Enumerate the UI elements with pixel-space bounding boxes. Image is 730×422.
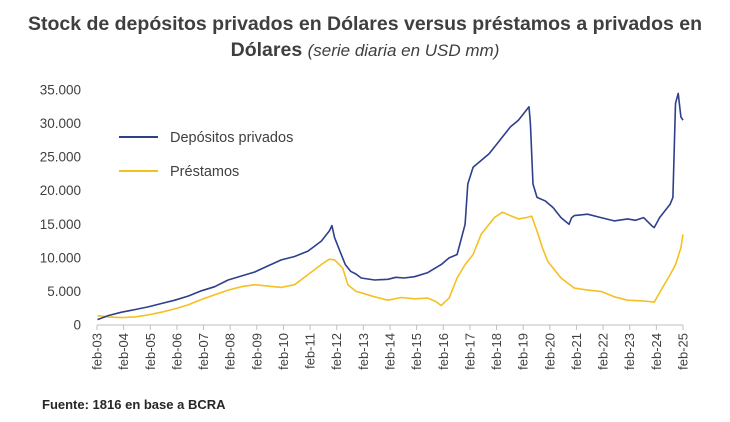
chart-title: Stock de depósitos privados en Dólares v… bbox=[0, 11, 730, 64]
x-tick-label: feb-21 bbox=[569, 333, 584, 370]
y-tick-label: 25.000 bbox=[40, 150, 81, 165]
y-tick-label: 15.000 bbox=[40, 217, 81, 232]
legend: Depósitos privados Préstamos bbox=[119, 130, 293, 180]
legend-label-prestamos: Préstamos bbox=[170, 164, 239, 180]
x-tick-label: feb-13 bbox=[356, 333, 371, 370]
x-tick-label: feb-10 bbox=[276, 333, 291, 370]
x-tick-label: feb-23 bbox=[622, 333, 637, 370]
x-tick-label: feb-11 bbox=[303, 333, 318, 369]
series-layer bbox=[97, 92, 684, 321]
x-tick-label: feb-04 bbox=[116, 333, 131, 370]
y-axis: 0 5.000 10.000 15.000 20.000 25.000 30.000 35.0… bbox=[40, 83, 81, 333]
x-tick-label: feb-08 bbox=[223, 333, 238, 370]
x-tick-label: feb-15 bbox=[409, 333, 424, 370]
chart-title-subtitle: (serie diaria en USD mm) bbox=[307, 41, 500, 60]
x-tick-label: feb-18 bbox=[489, 333, 504, 370]
y-tick-label: 20.000 bbox=[40, 183, 81, 198]
y-tick-label: 10.000 bbox=[40, 250, 81, 265]
x-axis: feb-03 feb-04 feb-05 feb-06 feb-07 feb-08 feb-… bbox=[90, 324, 691, 370]
x-tick-label: feb-25 bbox=[676, 333, 691, 370]
x-tick-label: feb-09 bbox=[249, 333, 264, 370]
x-tick-label: feb-14 bbox=[383, 333, 398, 370]
x-tick-label: feb-05 bbox=[143, 333, 158, 370]
x-tick-label: feb-16 bbox=[436, 333, 451, 370]
source-note: Fuente: 1816 en base a BCRA bbox=[42, 397, 226, 412]
x-tick-label: feb-12 bbox=[329, 333, 344, 370]
y-tick-label: 0 bbox=[73, 318, 81, 333]
x-tick-label: feb-07 bbox=[196, 333, 211, 370]
series-line-depositos bbox=[97, 92, 684, 321]
y-tick-label: 5.000 bbox=[47, 284, 81, 299]
x-tick-label: feb-22 bbox=[596, 333, 611, 370]
chart-title-main: Stock de depósitos privados en Dólares v… bbox=[27, 13, 703, 61]
series-line-prestamos bbox=[97, 211, 684, 319]
x-tick-label: feb-17 bbox=[462, 333, 477, 370]
x-tick-label: feb-24 bbox=[649, 333, 664, 370]
x-tick-label: feb-19 bbox=[516, 333, 531, 370]
y-tick-label: 30.000 bbox=[40, 116, 81, 131]
x-tick-label: feb-06 bbox=[169, 333, 184, 370]
legend-label-depositos: Depósitos privados bbox=[170, 130, 293, 146]
x-tick-label: feb-03 bbox=[90, 333, 105, 370]
y-tick-label: 35.000 bbox=[40, 83, 81, 98]
x-tick-label: feb-20 bbox=[542, 333, 557, 370]
